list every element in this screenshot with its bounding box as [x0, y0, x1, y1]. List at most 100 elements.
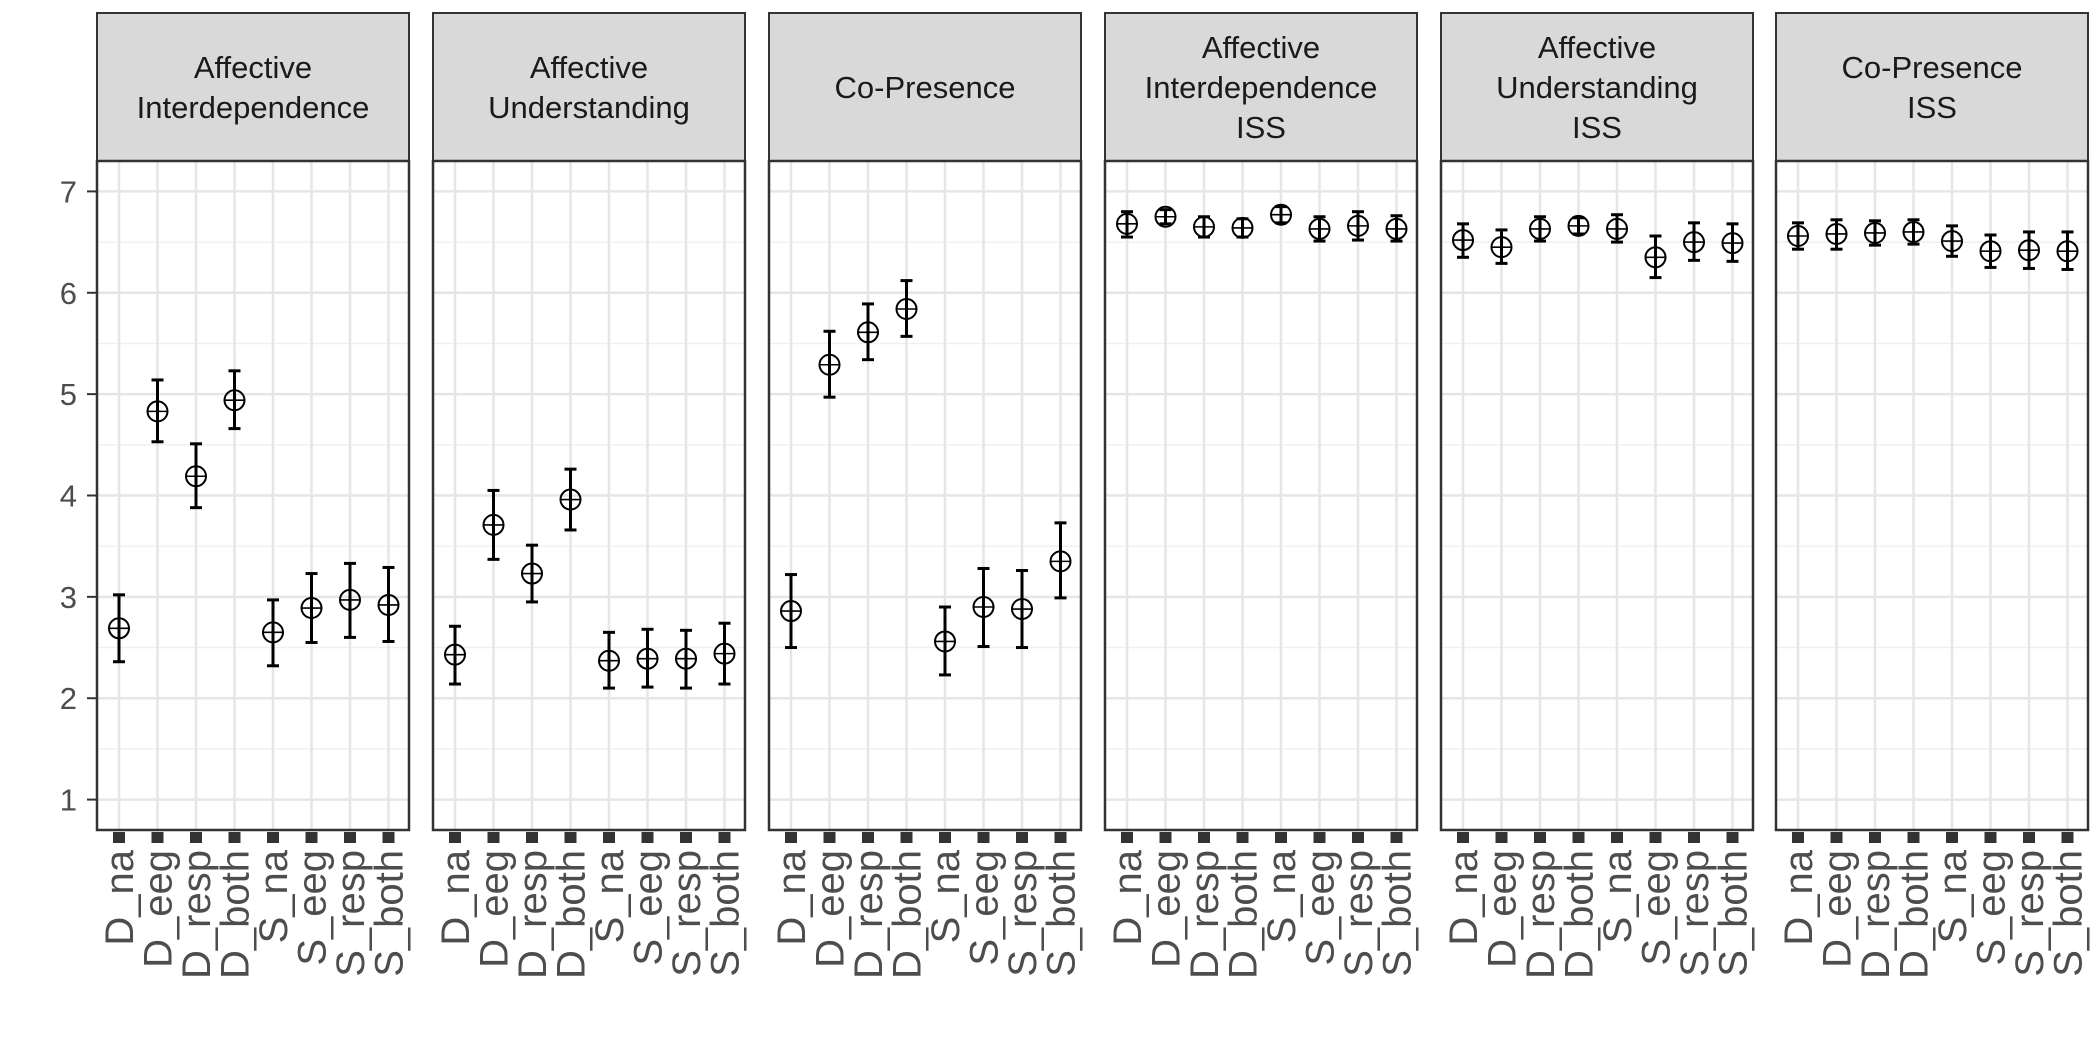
x-tick-mark — [190, 832, 202, 843]
x-tick-mark — [1390, 832, 1403, 843]
x-tick-label: S_eeg — [627, 850, 671, 966]
x-tick-mark — [641, 832, 654, 843]
x-tick-label: S_eeg — [291, 850, 335, 966]
x-tick-label: S_na — [1931, 849, 1975, 943]
data-point — [1941, 224, 1963, 258]
x-tick-label: S_resp — [329, 850, 373, 977]
x-tick-mark — [1121, 832, 1133, 843]
x-tick-mark — [1236, 832, 1249, 843]
x-tick-mark — [449, 832, 461, 843]
facet-strip-label: ISS — [1572, 110, 1622, 145]
x-tick-label: D_eeg — [1145, 850, 1189, 968]
x-tick-label: S_eeg — [1299, 850, 1343, 966]
x-tick-label: S_na — [1596, 849, 1640, 943]
facet-strip — [1104, 12, 1418, 162]
x-tick-label: D_both — [1893, 850, 1937, 979]
x-tick-label: D_resp — [1519, 850, 1563, 979]
data-point — [262, 598, 284, 668]
facet-panel: Affective Understanding ISS D_naD_eegD_resp… — [1439, 12, 1756, 979]
data-point — [521, 543, 543, 604]
y-tick-label: 3 — [60, 580, 77, 615]
y-tick-label: 5 — [60, 377, 77, 412]
data-point — [780, 573, 802, 650]
facet-strip-label: Affective — [530, 50, 648, 85]
data-point — [1385, 214, 1408, 243]
x-tick-label: S_eeg — [963, 850, 1007, 966]
x-tick-label: S_resp — [1001, 850, 1045, 977]
x-tick-mark — [151, 832, 164, 843]
facet-strip-label: Understanding — [488, 90, 690, 125]
panel-border — [431, 159, 747, 832]
x-tick-label: D_resp — [175, 850, 219, 979]
x-tick-label: S_resp — [665, 850, 709, 977]
x-tick-label: S_eeg — [1635, 850, 1679, 966]
x-tick-mark — [718, 832, 731, 843]
x-tick-mark — [1054, 832, 1067, 843]
x-tick-label: D_eeg — [1816, 850, 1860, 968]
x-tick-mark — [785, 832, 797, 843]
x-tick-mark — [1198, 832, 1210, 843]
x-tick-mark — [1946, 832, 1958, 843]
facet-strip-label: ISS — [1236, 110, 1286, 145]
y-tick-label: 6 — [60, 276, 77, 311]
y-tick-label: 1 — [60, 783, 77, 818]
facet-strip — [1775, 12, 2089, 162]
y-tick-label: 2 — [60, 681, 77, 716]
data-point — [1270, 203, 1292, 226]
data-point — [1347, 210, 1369, 242]
data-point — [598, 630, 620, 690]
y-axis: 1 2 3 4 5 6 7 — [60, 174, 97, 818]
data-point — [636, 627, 659, 689]
x-tick-mark — [680, 832, 692, 843]
data-point — [1567, 214, 1590, 237]
facet-strip — [96, 12, 410, 162]
x-tick-label: D_eeg — [137, 850, 181, 968]
data-point — [2056, 230, 2079, 271]
panel-border — [95, 159, 411, 832]
data-point — [1308, 215, 1331, 243]
facet-panel: Affective Interdependence D_naD_eegD_respD… — [95, 12, 412, 979]
x-tick-label: S_na — [252, 849, 296, 943]
facet-strip-label: Co-Presence — [1842, 50, 2023, 85]
data-point — [339, 561, 361, 639]
x-tick-label: D_both — [1558, 850, 1602, 979]
facet-strip-label: Interdependence — [137, 90, 370, 125]
x-tick-label: D_na — [770, 849, 814, 945]
x-tick-mark — [900, 832, 913, 843]
x-tick-mark — [267, 832, 279, 843]
x-tick-label: D_both — [886, 850, 930, 979]
facet-strip-label: Affective — [1202, 30, 1320, 65]
data-point — [1490, 228, 1513, 265]
data-point — [1011, 569, 1033, 650]
data-point — [1193, 215, 1215, 239]
x-tick-label: S_both — [368, 850, 412, 977]
data-point — [1979, 233, 2002, 269]
x-tick-mark — [1572, 832, 1585, 843]
x-tick-mark — [1688, 832, 1700, 843]
x-tick-mark — [939, 832, 951, 843]
x-tick-label: D_resp — [511, 850, 555, 979]
facet-strip-label: Affective — [1538, 30, 1656, 65]
x-tick-label: S_both — [2047, 850, 2091, 977]
x-tick-mark — [2023, 832, 2035, 843]
panel-border — [767, 159, 1083, 832]
x-tick-mark — [1984, 832, 1997, 843]
x-tick-mark — [382, 832, 395, 843]
data-point — [444, 624, 466, 686]
x-tick-mark — [487, 832, 500, 843]
data-point — [223, 369, 246, 431]
x-tick-mark — [564, 832, 577, 843]
data-point — [934, 605, 956, 677]
y-tick-label: 7 — [60, 174, 77, 209]
data-point — [482, 488, 505, 561]
facet-panel: Affective Understanding D_naD_eegD_respD_b… — [431, 12, 748, 979]
x-tick-label: D_na — [1442, 849, 1486, 945]
x-tick-mark — [603, 832, 615, 843]
x-tick-mark — [1352, 832, 1364, 843]
data-point — [818, 329, 841, 399]
data-point — [972, 566, 995, 649]
x-tick-label: D_na — [98, 849, 142, 945]
data-point — [1529, 215, 1551, 243]
x-tick-label: S_na — [1260, 849, 1304, 943]
x-tick-label: D_eeg — [809, 850, 853, 968]
